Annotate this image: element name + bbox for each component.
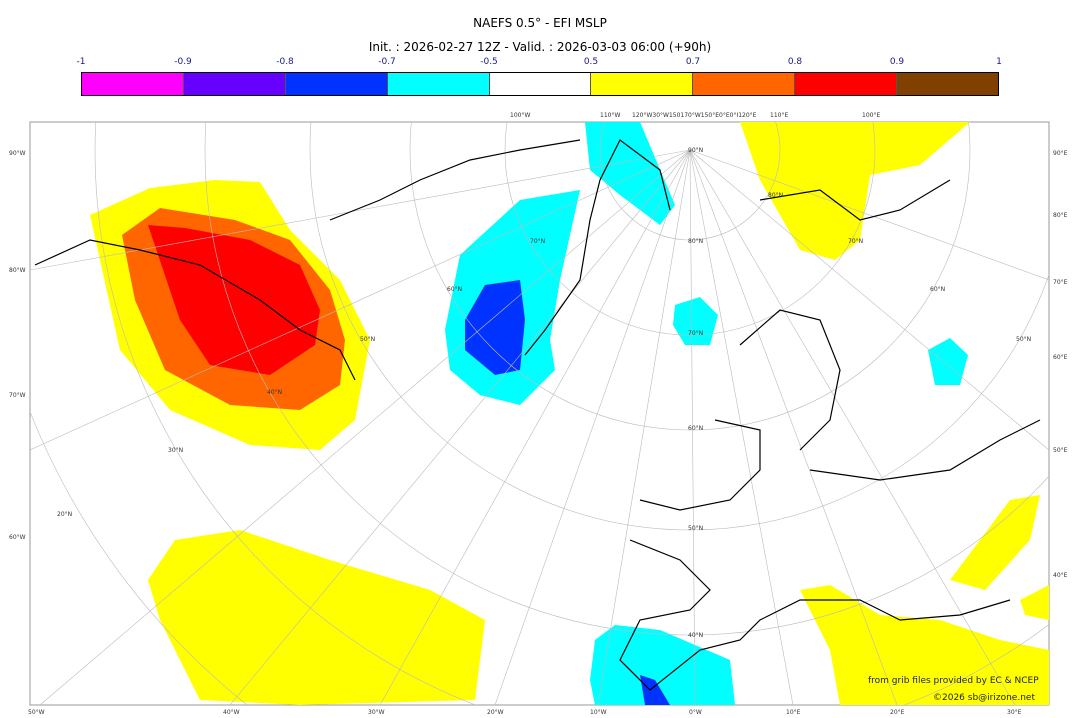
lat-label: 40°N xyxy=(267,389,282,396)
colorbar-tick: 0.7 xyxy=(685,57,701,67)
colorbar-swatch xyxy=(82,73,184,95)
lat-label: 40°N xyxy=(688,632,703,639)
colorbar-tick: 0.8 xyxy=(787,57,803,67)
efi-area-blue xyxy=(640,675,670,705)
data-source-credit: from grib files provided by EC & NCEP xyxy=(868,676,1039,686)
bottom-axis-label: 20°E xyxy=(890,709,905,716)
right-axis-label: 40°E xyxy=(1053,572,1068,579)
lat-label: 60°N xyxy=(930,286,945,293)
colorbar-tick: -0.8 xyxy=(276,57,294,67)
lat-label: 50°N xyxy=(688,525,703,532)
bottom-axis-label: 50°W xyxy=(28,709,45,716)
colorbar-tick: -0.5 xyxy=(480,57,498,67)
efi-area-yellow xyxy=(800,585,1049,705)
top-axis-label: 110°E xyxy=(770,112,788,119)
bottom-axis-label: 30°E xyxy=(1007,709,1022,716)
efi-area-cyan xyxy=(928,338,968,385)
colorbar-tick: 1 xyxy=(996,57,1002,67)
colorbar-swatch xyxy=(183,73,286,95)
map-title: NAEFS 0.5° - EFI MSLP xyxy=(473,16,607,30)
bottom-axis-label: 30°W xyxy=(368,709,385,716)
coastlines xyxy=(34,139,1041,691)
colorbar-swatch xyxy=(387,73,490,95)
lat-label: 60°N xyxy=(447,286,462,293)
colorbar-swatch xyxy=(489,73,592,95)
lat-label: 70°N xyxy=(688,330,703,337)
bottom-axis-label: 40°W xyxy=(223,709,240,716)
top-axis-label: 110°W xyxy=(600,112,620,119)
graticule xyxy=(30,122,1049,705)
lat-label: 80°N xyxy=(768,192,783,199)
colorbar-tick: 0.5 xyxy=(583,57,599,67)
colorbar-swatch xyxy=(897,73,999,95)
bottom-axis-label: 10°W xyxy=(590,709,607,716)
bottom-axis-label: 10°E xyxy=(786,709,801,716)
lat-label: 20°N xyxy=(57,511,72,518)
left-axis-label: 60°W xyxy=(9,534,26,541)
efi-area-yellow xyxy=(1020,585,1049,620)
lat-label: 80°N xyxy=(688,238,703,245)
colorbar-tick: -0.9 xyxy=(174,57,192,67)
lat-label: 60°N xyxy=(688,425,703,432)
copyright-credit: ©2026 sb@irizone.net xyxy=(933,693,1035,703)
efi-area-cyan xyxy=(673,297,718,345)
lat-label: 70°N xyxy=(848,238,863,245)
efi-area-yellow xyxy=(148,530,485,705)
colorbar-swatch xyxy=(591,73,694,95)
colorbar-swatch xyxy=(795,73,898,95)
efi-map: 100°W 110°W 120°W30°W150170°W150°E0°E0°I… xyxy=(9,112,1068,716)
colorbar-tick: -1 xyxy=(76,57,86,67)
lat-label: 50°N xyxy=(1016,336,1031,343)
efi-area-cyan xyxy=(590,625,735,705)
left-axis-label: 70°W xyxy=(9,392,26,399)
efi-area-yellow xyxy=(740,122,970,260)
efi-area-yellow xyxy=(950,495,1040,590)
top-axis-label: 120°W30°W150170°W150°E0°E0°I120°E xyxy=(632,112,757,119)
right-axis-label: 60°E xyxy=(1053,354,1068,361)
bottom-axis-label: 0°W xyxy=(689,709,702,716)
efi-area-cyan xyxy=(585,122,675,225)
right-axis-label: 70°E xyxy=(1053,279,1068,286)
lat-label: 30°N xyxy=(168,447,183,454)
right-axis-label: 80°E xyxy=(1053,212,1068,219)
colorbar-swatch xyxy=(693,73,796,95)
map-subtitle: Init. : 2026-02-27 12Z - Valid. : 2026-0… xyxy=(368,40,712,54)
right-axis-label: 50°E xyxy=(1053,447,1068,454)
lat-label: 50°N xyxy=(360,336,375,343)
lat-label: 90°N xyxy=(688,147,703,154)
colorbar xyxy=(81,72,999,96)
left-axis-label: 80°W xyxy=(9,267,26,274)
top-axis-label: 100°E xyxy=(862,112,880,119)
colorbar-tick: 0.9 xyxy=(889,57,905,67)
bottom-axis-label: 20°W xyxy=(487,709,504,716)
left-axis-label: 90°W xyxy=(9,150,26,157)
lat-label: 70°N xyxy=(530,238,545,245)
top-axis-label: 100°W xyxy=(510,112,530,119)
right-axis-label: 90°E xyxy=(1053,150,1068,157)
colorbar-tick: -0.7 xyxy=(378,57,396,67)
colorbar-swatch xyxy=(285,73,388,95)
